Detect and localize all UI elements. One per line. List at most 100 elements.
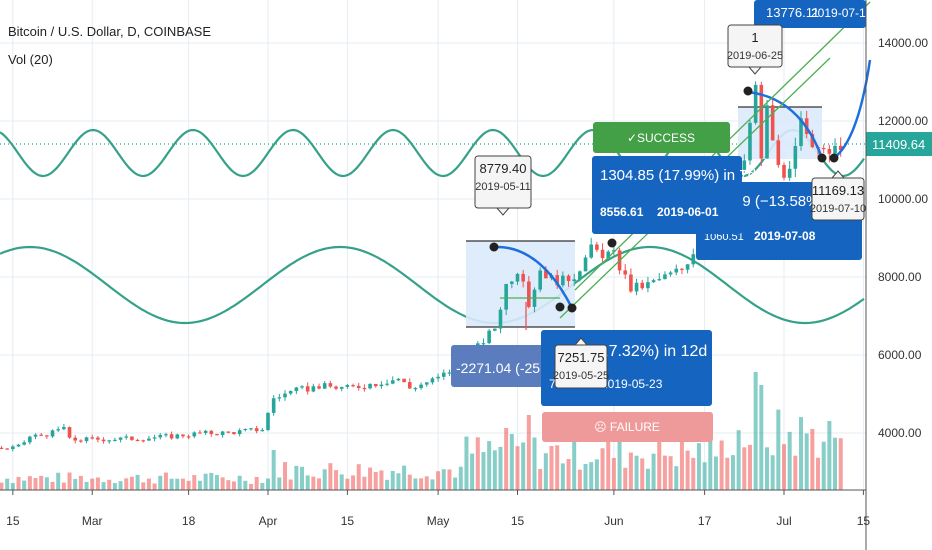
- x-tick-label: 15: [857, 514, 871, 528]
- candle-body: [345, 385, 350, 387]
- volume-bar: [124, 478, 129, 490]
- may-decline-arc: [493, 245, 574, 309]
- candle-body: [334, 386, 338, 389]
- candle-body: [810, 133, 815, 148]
- volume-bar: [662, 455, 667, 490]
- volume-bar: [402, 465, 407, 490]
- volume-bar: [220, 477, 225, 490]
- candle-body: [838, 145, 843, 151]
- volume-bar: [95, 477, 100, 490]
- volume-bars: [0, 372, 843, 490]
- candle-body: [317, 386, 321, 389]
- volume-bar: [254, 476, 259, 490]
- volume-bar: [56, 472, 61, 490]
- volume-bar: [464, 436, 469, 490]
- volume-bar: [708, 437, 713, 490]
- volume-bar: [583, 464, 588, 490]
- volume-bar: [158, 475, 163, 490]
- volume-bar: [498, 446, 503, 490]
- candle-body: [799, 118, 803, 147]
- candle-body: [691, 254, 696, 265]
- volume-bar: [39, 475, 44, 490]
- candle-body: [776, 140, 781, 165]
- volume-bar: [266, 478, 270, 490]
- y-axis: 14000.00 12000.00 10000.00 8000.00 6000.00 40…: [865, 0, 928, 550]
- candle-body: [385, 383, 389, 385]
- candle-body: [555, 275, 559, 286]
- candle-body: [493, 328, 497, 331]
- candle-body: [419, 384, 423, 389]
- volume-bar: [821, 441, 826, 490]
- candle-body: [356, 385, 361, 389]
- volume-bar: [475, 437, 480, 490]
- failure-label: ☹ FAILURE: [542, 412, 713, 442]
- candle-body: [753, 84, 758, 123]
- candle-body: [50, 430, 55, 437]
- volume-bar: [719, 440, 724, 490]
- volume-bar: [322, 469, 327, 490]
- projection-down-may-label-text-0: (−17.32%) in 12d: [585, 343, 707, 360]
- low-july-tooltip: 11169.13 2019-07-10: [810, 170, 866, 221]
- candle-body: [379, 384, 384, 387]
- candle-body: [107, 440, 112, 442]
- candle-body: [73, 437, 78, 441]
- candle-body: [424, 382, 429, 385]
- symbol-title: Bitcoin / U.S. Dollar, D, COINBASE: [8, 24, 212, 39]
- volume-bar: [793, 455, 798, 490]
- volume-bar: [90, 478, 95, 490]
- volume-bar: [419, 478, 424, 490]
- projection-down-may-label-text-2: 2019-05-23: [601, 377, 663, 391]
- candle-body: [578, 271, 582, 280]
- volume-bar: [107, 479, 112, 490]
- volume-bar: [634, 455, 639, 490]
- candle-body: [640, 282, 645, 289]
- volume-bar: [260, 482, 265, 490]
- candle-body: [84, 437, 89, 442]
- volume-bar: [311, 476, 316, 490]
- volume-bar: [555, 445, 560, 490]
- current-price-box: [866, 132, 932, 157]
- x-tick-label: 15: [511, 514, 525, 528]
- volume-bar: [22, 480, 27, 490]
- volume-bar: [617, 437, 622, 490]
- low-july-tooltip-pointer: [830, 170, 846, 179]
- volume-bar: [328, 463, 333, 490]
- volume-bar: [736, 430, 741, 490]
- volume-bar: [73, 478, 78, 490]
- volume-bar: [44, 477, 49, 490]
- sine-waves: [0, 128, 866, 325]
- candle-body: [158, 434, 163, 438]
- candle-body: [606, 251, 611, 259]
- candle-body: [396, 378, 401, 381]
- volume-bar: [61, 482, 66, 490]
- candle-body: [271, 398, 276, 413]
- volume-bar: [288, 479, 293, 490]
- pivot-point: [817, 153, 827, 163]
- candle-body: [22, 442, 26, 445]
- candle-body: [11, 446, 15, 450]
- volume-bar: [186, 480, 191, 490]
- volume-bar: [799, 417, 804, 490]
- candle-body: [294, 387, 299, 392]
- peak-june-tooltip-pointer: [747, 66, 763, 75]
- candle-body: [164, 434, 168, 436]
- volume-bar: [566, 459, 571, 490]
- volume-bar: [594, 459, 599, 490]
- y-tick-label: 14000.00: [878, 36, 928, 50]
- peak-june-tooltip-price: 1: [751, 30, 758, 45]
- volume-bar: [67, 472, 72, 490]
- projection-up-label-text-1: 8556.61: [600, 205, 644, 219]
- candle-body: [481, 343, 486, 345]
- peak-may-tooltip-date: 2019-05-11: [475, 181, 530, 193]
- volume-bar: [702, 462, 707, 490]
- candle-body: [186, 436, 191, 438]
- candle-body: [277, 397, 282, 399]
- candle-body: [288, 391, 293, 394]
- volume-indicator-label: Vol (20): [8, 52, 53, 67]
- volume-bar: [237, 475, 242, 490]
- x-tick-label: 15: [341, 514, 355, 528]
- candle-body: [79, 440, 83, 442]
- candle-body: [141, 440, 146, 442]
- x-tick-label: 15: [6, 514, 20, 528]
